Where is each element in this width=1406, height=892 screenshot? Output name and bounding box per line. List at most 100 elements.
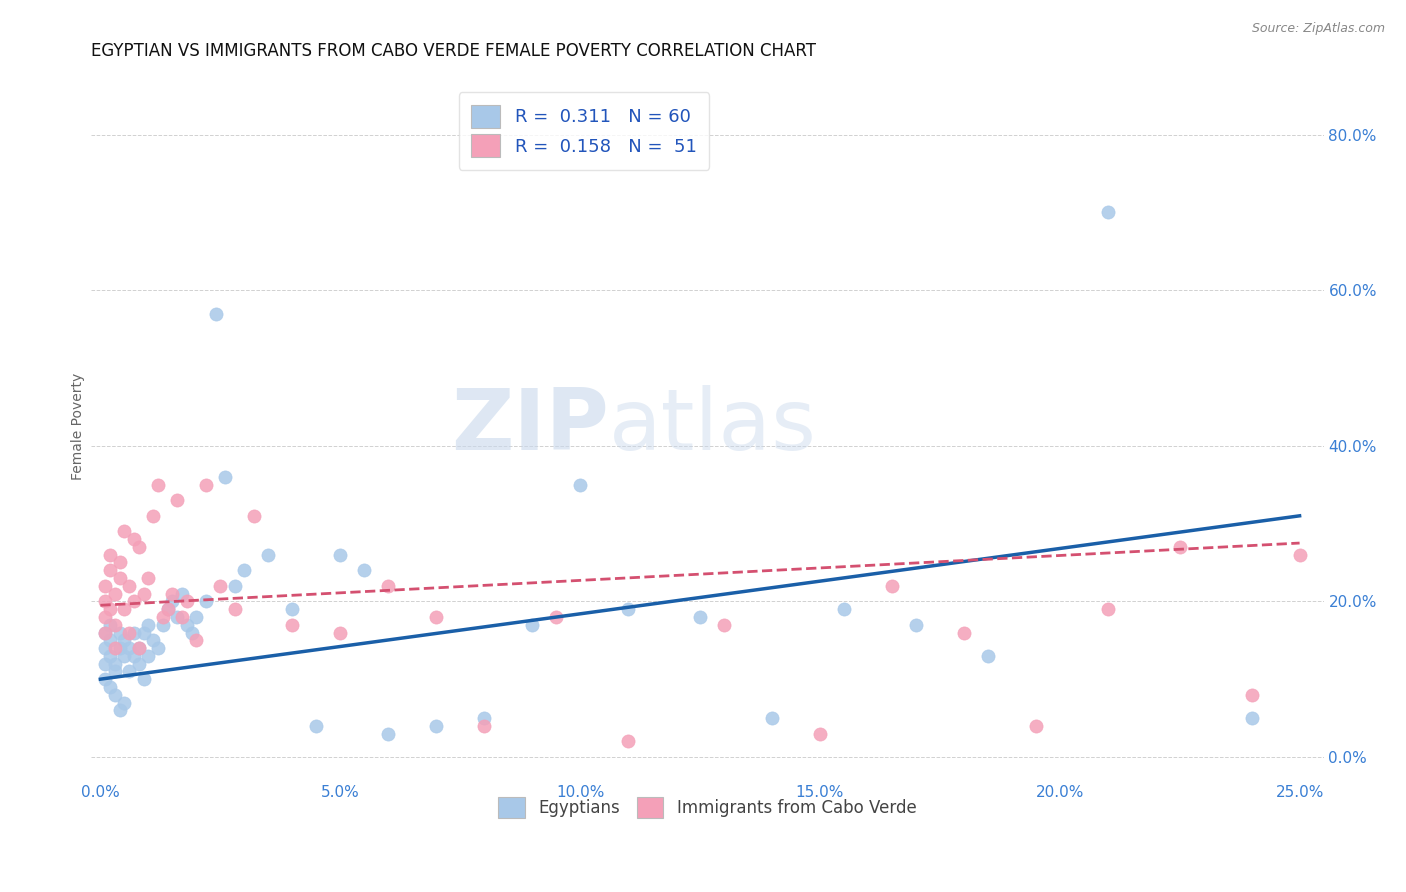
Point: [880, 579, 903, 593]
Point: [176, 617, 198, 632]
Point: [472, 711, 495, 725]
Point: [142, 633, 165, 648]
Point: [170, 586, 193, 600]
Point: [122, 594, 145, 608]
Point: [104, 586, 127, 600]
Point: [118, 665, 141, 679]
Point: [94, 625, 117, 640]
Point: [1025, 719, 1047, 733]
Point: [224, 602, 246, 616]
Point: [118, 579, 141, 593]
Y-axis label: Female Poverty: Female Poverty: [72, 373, 86, 480]
Point: [146, 641, 169, 656]
Point: [904, 617, 927, 632]
Point: [977, 648, 1000, 663]
Point: [180, 625, 202, 640]
Point: [689, 610, 711, 624]
Point: [128, 641, 150, 656]
Point: [204, 307, 226, 321]
Point: [98, 563, 121, 577]
Point: [472, 719, 495, 733]
Point: [162, 586, 184, 600]
Point: [170, 610, 193, 624]
Point: [617, 602, 640, 616]
Point: [305, 719, 328, 733]
Point: [94, 672, 117, 686]
Point: [257, 548, 280, 562]
Point: [138, 617, 160, 632]
Text: EGYPTIAN VS IMMIGRANTS FROM CABO VERDE FEMALE POVERTY CORRELATION CHART: EGYPTIAN VS IMMIGRANTS FROM CABO VERDE F…: [91, 42, 815, 60]
Point: [94, 610, 117, 624]
Point: [425, 719, 447, 733]
Point: [104, 641, 127, 656]
Point: [329, 625, 352, 640]
Point: [224, 579, 246, 593]
Point: [118, 641, 141, 656]
Point: [94, 579, 117, 593]
Point: [152, 610, 174, 624]
Point: [98, 602, 121, 616]
Point: [112, 633, 135, 648]
Point: [98, 617, 121, 632]
Point: [108, 703, 131, 717]
Point: [118, 625, 141, 640]
Point: [377, 726, 399, 740]
Point: [108, 625, 131, 640]
Point: [1240, 711, 1263, 725]
Point: [98, 633, 121, 648]
Point: [808, 726, 831, 740]
Point: [1097, 205, 1119, 219]
Point: [377, 579, 399, 593]
Text: ZIP: ZIP: [451, 384, 609, 468]
Point: [194, 477, 217, 491]
Point: [713, 617, 735, 632]
Point: [214, 470, 236, 484]
Point: [112, 696, 135, 710]
Point: [166, 610, 188, 624]
Point: [122, 532, 145, 546]
Point: [112, 602, 135, 616]
Point: [128, 540, 150, 554]
Point: [94, 594, 117, 608]
Point: [94, 625, 117, 640]
Point: [186, 633, 208, 648]
Point: [128, 657, 150, 671]
Point: [162, 594, 184, 608]
Point: [98, 548, 121, 562]
Text: atlas: atlas: [609, 384, 817, 468]
Point: [569, 477, 592, 491]
Point: [156, 602, 179, 616]
Point: [546, 610, 568, 624]
Point: [617, 734, 640, 748]
Point: [520, 617, 543, 632]
Point: [1168, 540, 1191, 554]
Point: [146, 477, 169, 491]
Point: [1240, 688, 1263, 702]
Text: Source: ZipAtlas.com: Source: ZipAtlas.com: [1251, 22, 1385, 36]
Point: [112, 524, 135, 539]
Point: [132, 672, 155, 686]
Point: [1097, 602, 1119, 616]
Point: [176, 594, 198, 608]
Point: [104, 617, 127, 632]
Point: [108, 571, 131, 585]
Point: [132, 625, 155, 640]
Point: [281, 602, 304, 616]
Point: [194, 594, 217, 608]
Point: [425, 610, 447, 624]
Point: [98, 648, 121, 663]
Point: [142, 508, 165, 523]
Legend: Egyptians, Immigrants from Cabo Verde: Egyptians, Immigrants from Cabo Verde: [492, 790, 922, 825]
Point: [281, 617, 304, 632]
Point: [122, 625, 145, 640]
Point: [329, 548, 352, 562]
Point: [233, 563, 256, 577]
Point: [761, 711, 783, 725]
Point: [186, 610, 208, 624]
Point: [138, 648, 160, 663]
Point: [243, 508, 266, 523]
Point: [128, 641, 150, 656]
Point: [152, 617, 174, 632]
Point: [353, 563, 375, 577]
Point: [1288, 548, 1310, 562]
